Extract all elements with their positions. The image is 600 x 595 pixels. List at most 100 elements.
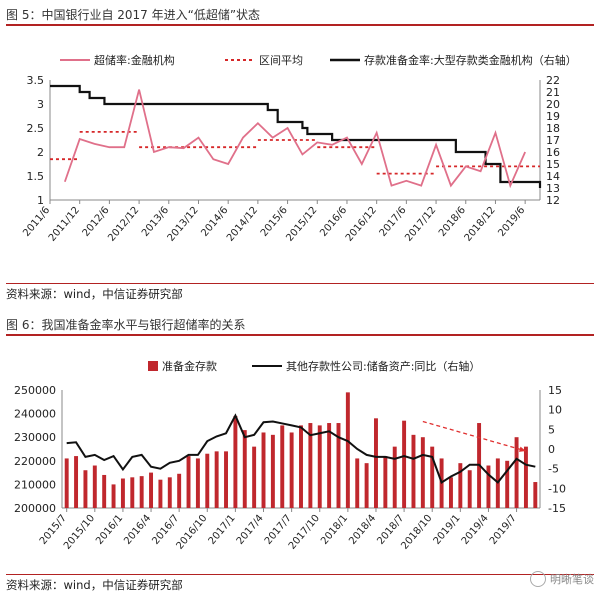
fig5-x-tick-label: 2017/12 xyxy=(403,205,438,244)
fig5-source: 资料来源：wind，中信证券研究部 xyxy=(6,287,183,301)
fig5-x-tick-label: 2015/12 xyxy=(284,205,319,244)
fig5-right-tick-label: 20 xyxy=(546,98,560,111)
fig5-left-tick-label: 1.5 xyxy=(27,170,45,183)
fig6-x-tick-label: 2019/7 xyxy=(488,513,519,547)
fig6-bar xyxy=(467,470,472,508)
fig5-right-tick-label: 12 xyxy=(546,194,560,207)
fig6-right-tick-label: 5 xyxy=(548,423,555,436)
fig6-bar xyxy=(102,474,107,508)
fig5-x-tick-label: 2012/12 xyxy=(106,205,141,244)
fig6-trend-arrowhead xyxy=(518,446,526,452)
fig6-bar xyxy=(299,425,303,508)
fig6-bar xyxy=(430,446,435,508)
fig5-x-tick-label: 2011/12 xyxy=(47,205,82,244)
fig6-bar xyxy=(233,415,238,508)
fig6-bar xyxy=(280,425,285,508)
fig6-legend-swatch-1 xyxy=(148,361,158,371)
fig6-legend-label-1: 准备金存款 xyxy=(162,359,217,373)
fig5-right-tick-label: 14 xyxy=(546,170,560,183)
fig6-x-tick-label: 2017/4 xyxy=(235,513,266,547)
fig6-title-rule xyxy=(6,334,594,336)
fig5-left-tick-label: 3.5 xyxy=(27,74,45,87)
fig5-left-tick-label: 1 xyxy=(37,194,44,207)
fig5-x-tick-label: 2015/6 xyxy=(259,205,290,239)
fig6-bar xyxy=(392,446,397,508)
fig6-bar xyxy=(130,477,135,508)
fig5-legend-label-2: 区间平均 xyxy=(259,54,303,67)
fig6-right-tick-label: 15 xyxy=(548,384,562,397)
fig5-right-tick-label: 15 xyxy=(546,158,560,171)
fig6-bar xyxy=(214,451,219,508)
fig6-left-tick-label: 220000 xyxy=(14,455,56,468)
watermark: 明晰笔谈 xyxy=(530,571,594,587)
fig6-bar xyxy=(111,484,116,508)
fig6-bar xyxy=(420,437,425,508)
fig6-bar xyxy=(92,465,97,508)
fig5-source-rule xyxy=(6,283,594,284)
fig5-x-tick-label: 2017/6 xyxy=(378,205,409,239)
fig5-x-tick-label: 2018/6 xyxy=(437,205,468,239)
fig6-bar xyxy=(505,460,510,508)
fig6-bar xyxy=(242,430,247,508)
fig6-bar xyxy=(261,432,266,508)
fig6-left-tick-label: 200000 xyxy=(14,502,56,515)
fig5-x-tick-label: 2013/6 xyxy=(140,205,171,239)
fig6-left-tick-label: 240000 xyxy=(14,408,56,421)
fig6-bar xyxy=(355,458,360,508)
fig6-bar xyxy=(327,423,332,508)
fig6-right-tick-label: -5 xyxy=(548,463,559,476)
fig5-right-tick-label: 19 xyxy=(546,110,560,123)
fig6-bar xyxy=(74,456,79,508)
fig6-x-tick-label: 2019/1 xyxy=(432,513,463,547)
fig6-bar xyxy=(224,451,228,508)
fig5-right-tick-label: 16 xyxy=(546,146,560,159)
fig6-left-tick-label: 210000 xyxy=(14,478,56,491)
fig6-bar xyxy=(374,418,378,508)
fig6-bar xyxy=(523,446,528,508)
fig6-right-tick-label: 0 xyxy=(548,443,555,456)
fig6-right-tick-label: 10 xyxy=(548,404,562,417)
fig5-legend-label-3: 存款准备金率:大型存款类金融机构（右轴） xyxy=(364,53,577,67)
fig5-x-tick-label: 2018/12 xyxy=(463,205,498,244)
fig5-rrr-line xyxy=(50,84,542,188)
fig6-legend-label-2: 其他存款性公司:储备资产:同比（右轴） xyxy=(286,359,480,373)
fig5-right-tick-label: 17 xyxy=(546,134,560,147)
fig6-reserve-yoy-line xyxy=(66,413,536,484)
fig6-right-tick-label: -10 xyxy=(548,482,566,495)
fig6-bar xyxy=(514,437,519,508)
fig5-left-tick-label: 3 xyxy=(37,98,44,111)
fig6-bar xyxy=(205,453,210,508)
fig6-bar xyxy=(64,458,69,508)
fig5-title: 图 5：中国银行业自 2017 年进入“低超储”状态 xyxy=(6,8,261,22)
fig6-bar xyxy=(195,458,200,508)
fig6-trend-arrow xyxy=(422,420,527,452)
fig6-bar xyxy=(186,456,191,508)
fig6-x-tick-label: 2016/1 xyxy=(94,513,125,547)
fig6-bar xyxy=(364,463,369,508)
fig6-chart: 准备金存款 其他存款性公司:储备资产:同比（右轴） 200000 210000 2200… xyxy=(14,359,566,552)
fig6-bar xyxy=(402,420,407,508)
fig6-bar xyxy=(486,465,491,508)
fig5-right-tick-label: 21 xyxy=(546,86,560,99)
fig6-x-tick-label: 2019/4 xyxy=(460,513,491,547)
fig5-x-tick-label: 2014/6 xyxy=(199,205,230,239)
fig6-source: 资料来源：wind，中信证券研究部 xyxy=(6,578,183,592)
fig6-bar xyxy=(139,476,144,508)
fig5-x-tick-label: 2014/12 xyxy=(225,205,260,244)
fig6-left-tick-label: 230000 xyxy=(14,431,56,444)
fig5-x-tick-label: 2012/6 xyxy=(81,205,112,239)
fig6-source-rule xyxy=(6,574,594,575)
fig5-x-tick-label: 2013/12 xyxy=(166,205,201,244)
fig6-bar xyxy=(448,477,453,508)
fig5-x-tick-label: 2019/6 xyxy=(496,205,527,239)
fig5-x-tick-label: 2016/12 xyxy=(344,205,379,244)
fig6-title: 图 6：我国准备金率水平与银行超储率的关系 xyxy=(6,318,246,332)
watermark-text: 明晰笔谈 xyxy=(550,573,594,586)
fig5-right-tick-label: 18 xyxy=(546,122,560,135)
fig6-bar xyxy=(308,423,313,508)
fig6-bar xyxy=(345,392,350,508)
fig6-bar xyxy=(383,456,388,508)
fig6-bar xyxy=(533,482,538,508)
fig5-left-tick-label: 2 xyxy=(37,146,44,159)
fig6-bar xyxy=(458,463,463,508)
